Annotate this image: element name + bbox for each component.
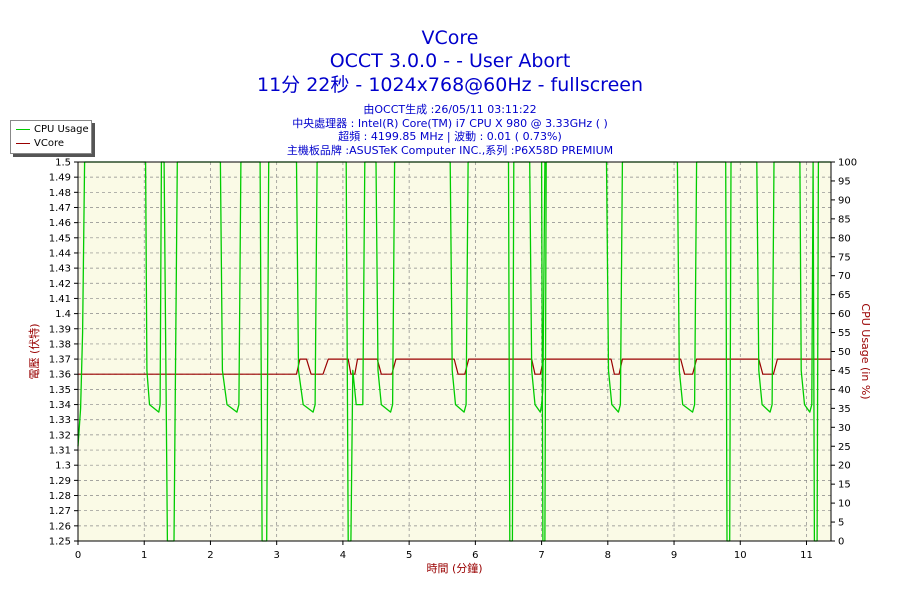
y-left-tick-label: 1.44 <box>49 248 71 259</box>
y-left-tick-label: 1.26 <box>49 521 71 532</box>
x-tick-label: 3 <box>273 550 279 561</box>
system-info: 由OCCT生成 :26/05/11 03:11:22 中央處理器 : Intel… <box>0 103 900 157</box>
y-left-tick-label: 1.27 <box>49 506 71 517</box>
y-left-tick-label: 1.32 <box>49 430 71 441</box>
x-axis-label: 時間 (分鐘) <box>426 561 482 575</box>
info-overclock: 超頻 : 4199.85 MHz | 波動 : 0.01 ( 0.73%) <box>338 130 562 143</box>
legend-item-vcore: VCore <box>11 137 91 150</box>
y-right-tick-label: 55 <box>838 328 851 339</box>
legend-item-cpu-usage: CPU Usage <box>11 123 91 136</box>
x-tick-label: 2 <box>207 550 213 561</box>
y-left-tick-label: 1.35 <box>49 385 71 396</box>
y-left-tick-label: 1.25 <box>49 537 71 548</box>
chart-titles: VCore OCCT 3.0.0 - - User Abort 11分 22秒 … <box>0 26 900 97</box>
y-right-tick-label: 40 <box>838 385 851 396</box>
plot-area <box>78 162 831 541</box>
y-left-tick-label: 1.34 <box>49 400 71 411</box>
x-tick-label: 0 <box>75 550 81 561</box>
y-left-tick-label: 1.47 <box>49 203 71 214</box>
legend-label-vcore: VCore <box>34 138 64 149</box>
y-right-tick-label: 70 <box>838 271 851 282</box>
x-tick-label: 9 <box>671 550 677 561</box>
y-left-tick-label: 1.3 <box>55 461 71 472</box>
y-right-tick-label: 45 <box>838 366 851 377</box>
y-right-tick-label: 0 <box>838 537 844 548</box>
y-left-tick-label: 1.45 <box>49 233 71 244</box>
chart-subtitle-program: OCCT 3.0.0 - - User Abort <box>329 50 571 72</box>
x-tick-label: 7 <box>538 550 544 561</box>
info-cpu: 中央處理器 : Intel(R) Core(TM) i7 CPU X 980 @… <box>292 116 608 130</box>
x-tick-label: 8 <box>605 550 611 561</box>
y-right-tick-label: 30 <box>838 423 851 434</box>
y-right-tick-label: 20 <box>838 461 851 472</box>
x-tick-label: 11 <box>800 550 813 561</box>
y-right-tick-label: 95 <box>838 176 851 187</box>
y-left-tick-label: 1.42 <box>49 279 71 290</box>
legend: CPU Usage VCore <box>10 120 92 154</box>
y-right-tick-label: 85 <box>838 214 851 225</box>
y-right-tick-label: 80 <box>838 233 851 244</box>
legend-swatch-vcore <box>16 143 30 144</box>
y-left-tick-label: 1.28 <box>49 491 71 502</box>
y-right-tick-label: 100 <box>838 158 857 169</box>
x-tick-label: 4 <box>340 550 346 561</box>
x-tick-label: 10 <box>734 550 747 561</box>
y-left-tick-label: 1.46 <box>49 218 71 229</box>
y-left-tick-label: 1.38 <box>49 339 71 350</box>
y-right-tick-label: 10 <box>838 499 851 510</box>
y-right-tick-label: 50 <box>838 347 851 358</box>
legend-label-cpu-usage: CPU Usage <box>34 124 89 135</box>
chart-subtitle-duration: 11分 22秒 - 1024x768@60Hz - fullscreen <box>256 74 643 96</box>
x-tick-label: 1 <box>141 550 147 561</box>
chart-title: VCore <box>421 27 479 49</box>
y-right-tick-label: 60 <box>838 309 851 320</box>
info-generated: 由OCCT生成 :26/05/11 03:11:22 <box>363 103 537 116</box>
y-left-tick-label: 1.41 <box>49 294 71 305</box>
axis-ticks: 1.25 1.26 1.27 1.28 1.29 1.3 1.31 1.32 1.33 1.34 1… <box>49 158 857 562</box>
x-tick-label: 6 <box>472 550 478 561</box>
y-left-tick-label: 1.48 <box>49 188 71 199</box>
y-axis-left-label: 電壓 (伏特) <box>27 323 41 379</box>
y-right-tick-label: 90 <box>838 195 851 206</box>
y-left-tick-label: 1.31 <box>49 446 71 457</box>
y-left-tick-label: 1.4 <box>55 309 71 320</box>
y-left-tick-label: 1.43 <box>49 264 71 275</box>
y-left-tick-label: 1.29 <box>49 476 71 487</box>
legend-swatch-cpu-usage <box>16 129 30 130</box>
y-right-tick-label: 75 <box>838 252 851 263</box>
y-left-tick-label: 1.5 <box>55 158 71 169</box>
y-right-tick-label: 5 <box>838 518 844 529</box>
y-left-tick-label: 1.39 <box>49 324 71 335</box>
y-left-tick-label: 1.36 <box>49 370 71 381</box>
info-motherboard: 主機板品牌 :ASUSTeK Computer INC.,系列 :P6X58D … <box>286 143 614 157</box>
y-right-tick-label: 65 <box>838 290 851 301</box>
y-right-tick-label: 15 <box>838 480 851 491</box>
y-axis-right-label: CPU Usage (in %) <box>859 303 872 399</box>
x-tick-label: 5 <box>406 550 412 561</box>
y-right-tick-label: 35 <box>838 404 851 415</box>
y-right-tick-label: 25 <box>838 442 851 453</box>
y-left-tick-label: 1.49 <box>49 173 71 184</box>
y-left-tick-label: 1.33 <box>49 415 71 426</box>
y-left-tick-label: 1.37 <box>49 355 71 366</box>
